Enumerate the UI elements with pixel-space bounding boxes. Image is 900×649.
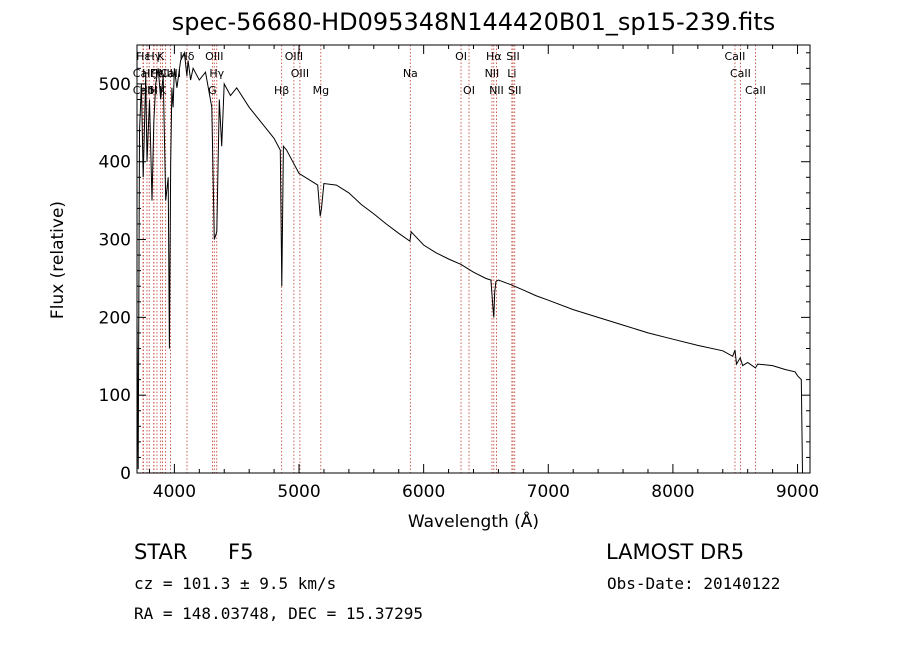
line-marker-label-24: NII	[485, 67, 500, 80]
coordinates-readout: RA = 148.03748, DEC = 15.37295	[134, 604, 423, 623]
chart-title: spec-56680-HD095348N144420B01_sp15-239.f…	[171, 8, 776, 36]
line-marker-label-12: Hδ	[179, 50, 194, 63]
y-tick-label-5: 500	[99, 75, 131, 95]
line-marker-label-16: Hβ	[274, 84, 289, 97]
line-marker-label-2: CaII	[133, 84, 154, 97]
x-axis-label: Wavelength (Å)	[407, 512, 540, 532]
line-marker-label-21: OI	[455, 50, 467, 63]
spectrum-series-line	[136, 51, 805, 474]
observation-date: Obs-Date: 20140122	[607, 574, 781, 593]
y-tick-label-4: 400	[99, 153, 131, 173]
y-tick-label-3: 300	[99, 231, 131, 251]
line-marker-label-6: H	[150, 84, 158, 97]
line-marker-label-18: OIII	[291, 67, 309, 80]
line-marker-label-15: G	[208, 84, 217, 97]
survey-name: LAMOST DR5	[606, 540, 745, 564]
x-tick-label-1: 5000	[277, 482, 320, 502]
x-tick-label-5: 9000	[776, 482, 819, 502]
y-tick-label-1: 100	[99, 386, 131, 406]
y-axis-label: Flux (relative)	[48, 200, 68, 320]
line-marker-label-27: Li	[507, 67, 516, 80]
y-tick-label-0: 0	[120, 464, 131, 484]
line-marker-label-31: CaII	[745, 84, 766, 97]
y-tick-label-2: 200	[99, 308, 131, 328]
line-marker-label-13: OIII	[205, 50, 223, 63]
line-marker-label-26: SII	[506, 50, 519, 63]
line-marker-label-25: NII	[489, 84, 504, 97]
redshift-readout: cz = 101.3 ± 9.5 km/s	[134, 574, 337, 593]
x-tick-label-3: 7000	[527, 482, 570, 502]
line-marker-label-17: OIII	[285, 50, 303, 63]
line-marker-label-14: Hγ	[209, 67, 224, 80]
line-marker-label-20: Na	[403, 67, 418, 80]
x-tick-label-4: 8000	[651, 482, 694, 502]
line-marker-label-22: OI	[463, 84, 475, 97]
axis-ticks	[137, 45, 810, 474]
object-subclass: F5	[228, 540, 254, 564]
object-class: STAR	[134, 540, 188, 564]
axis-tick-labels: 4000 5000 6000 7000 8000 9000 0 100 200 300 400 500	[99, 75, 820, 502]
line-marker-label-30: CaII	[730, 67, 751, 80]
line-marker-label-19: Mg	[313, 84, 329, 97]
line-marker-label-10: NII	[158, 67, 173, 80]
line-marker-label-29: CaII	[725, 50, 746, 63]
plot-frame	[136, 44, 811, 474]
line-marker-label-23: Hα	[486, 50, 502, 63]
x-tick-label-2: 6000	[402, 482, 445, 502]
line-marker-label-28: SII	[508, 84, 521, 97]
line-marker-label-5: Hγ	[146, 50, 161, 63]
line-marker-label-9: K	[159, 84, 167, 97]
line-marker-label-1: CaII	[133, 67, 154, 80]
x-tick-label-0: 4000	[153, 482, 196, 502]
line-marker-label-3: Hδ	[139, 84, 154, 97]
line-marker-label-8: K	[157, 50, 165, 63]
